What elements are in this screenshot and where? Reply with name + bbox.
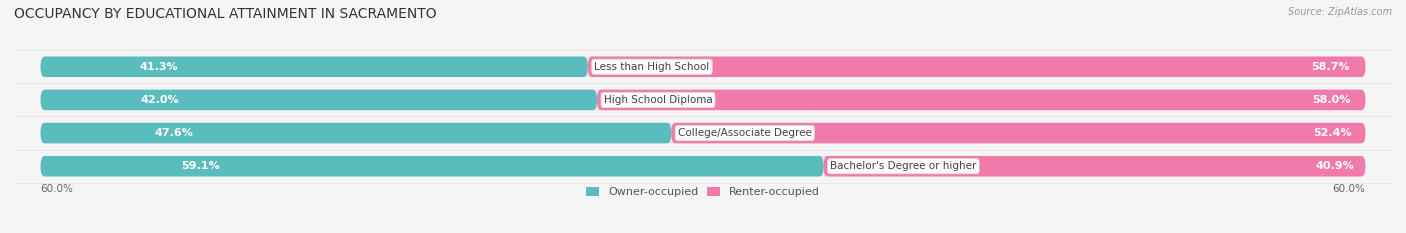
Text: Bachelor's Degree or higher: Bachelor's Degree or higher [830,161,977,171]
Text: 59.1%: 59.1% [181,161,221,171]
FancyBboxPatch shape [41,57,588,77]
FancyBboxPatch shape [671,123,1365,143]
Text: 58.7%: 58.7% [1312,62,1350,72]
Text: High School Diploma: High School Diploma [603,95,713,105]
FancyBboxPatch shape [598,90,1365,110]
Text: 47.6%: 47.6% [155,128,193,138]
FancyBboxPatch shape [41,57,1365,77]
FancyBboxPatch shape [41,90,1365,110]
Text: 42.0%: 42.0% [141,95,180,105]
FancyBboxPatch shape [588,57,1365,77]
Text: Source: ZipAtlas.com: Source: ZipAtlas.com [1288,7,1392,17]
Text: 52.4%: 52.4% [1313,128,1351,138]
Text: Less than High School: Less than High School [595,62,710,72]
Text: 60.0%: 60.0% [41,184,73,194]
FancyBboxPatch shape [41,123,671,143]
Text: 60.0%: 60.0% [1333,184,1365,194]
FancyBboxPatch shape [824,156,1365,176]
Text: College/Associate Degree: College/Associate Degree [678,128,811,138]
Legend: Owner-occupied, Renter-occupied: Owner-occupied, Renter-occupied [586,187,820,197]
FancyBboxPatch shape [41,90,598,110]
FancyBboxPatch shape [41,156,1365,176]
Text: 58.0%: 58.0% [1312,95,1350,105]
Text: OCCUPANCY BY EDUCATIONAL ATTAINMENT IN SACRAMENTO: OCCUPANCY BY EDUCATIONAL ATTAINMENT IN S… [14,7,437,21]
Text: 40.9%: 40.9% [1316,161,1354,171]
FancyBboxPatch shape [41,123,1365,143]
Text: 41.3%: 41.3% [139,62,177,72]
FancyBboxPatch shape [41,156,824,176]
